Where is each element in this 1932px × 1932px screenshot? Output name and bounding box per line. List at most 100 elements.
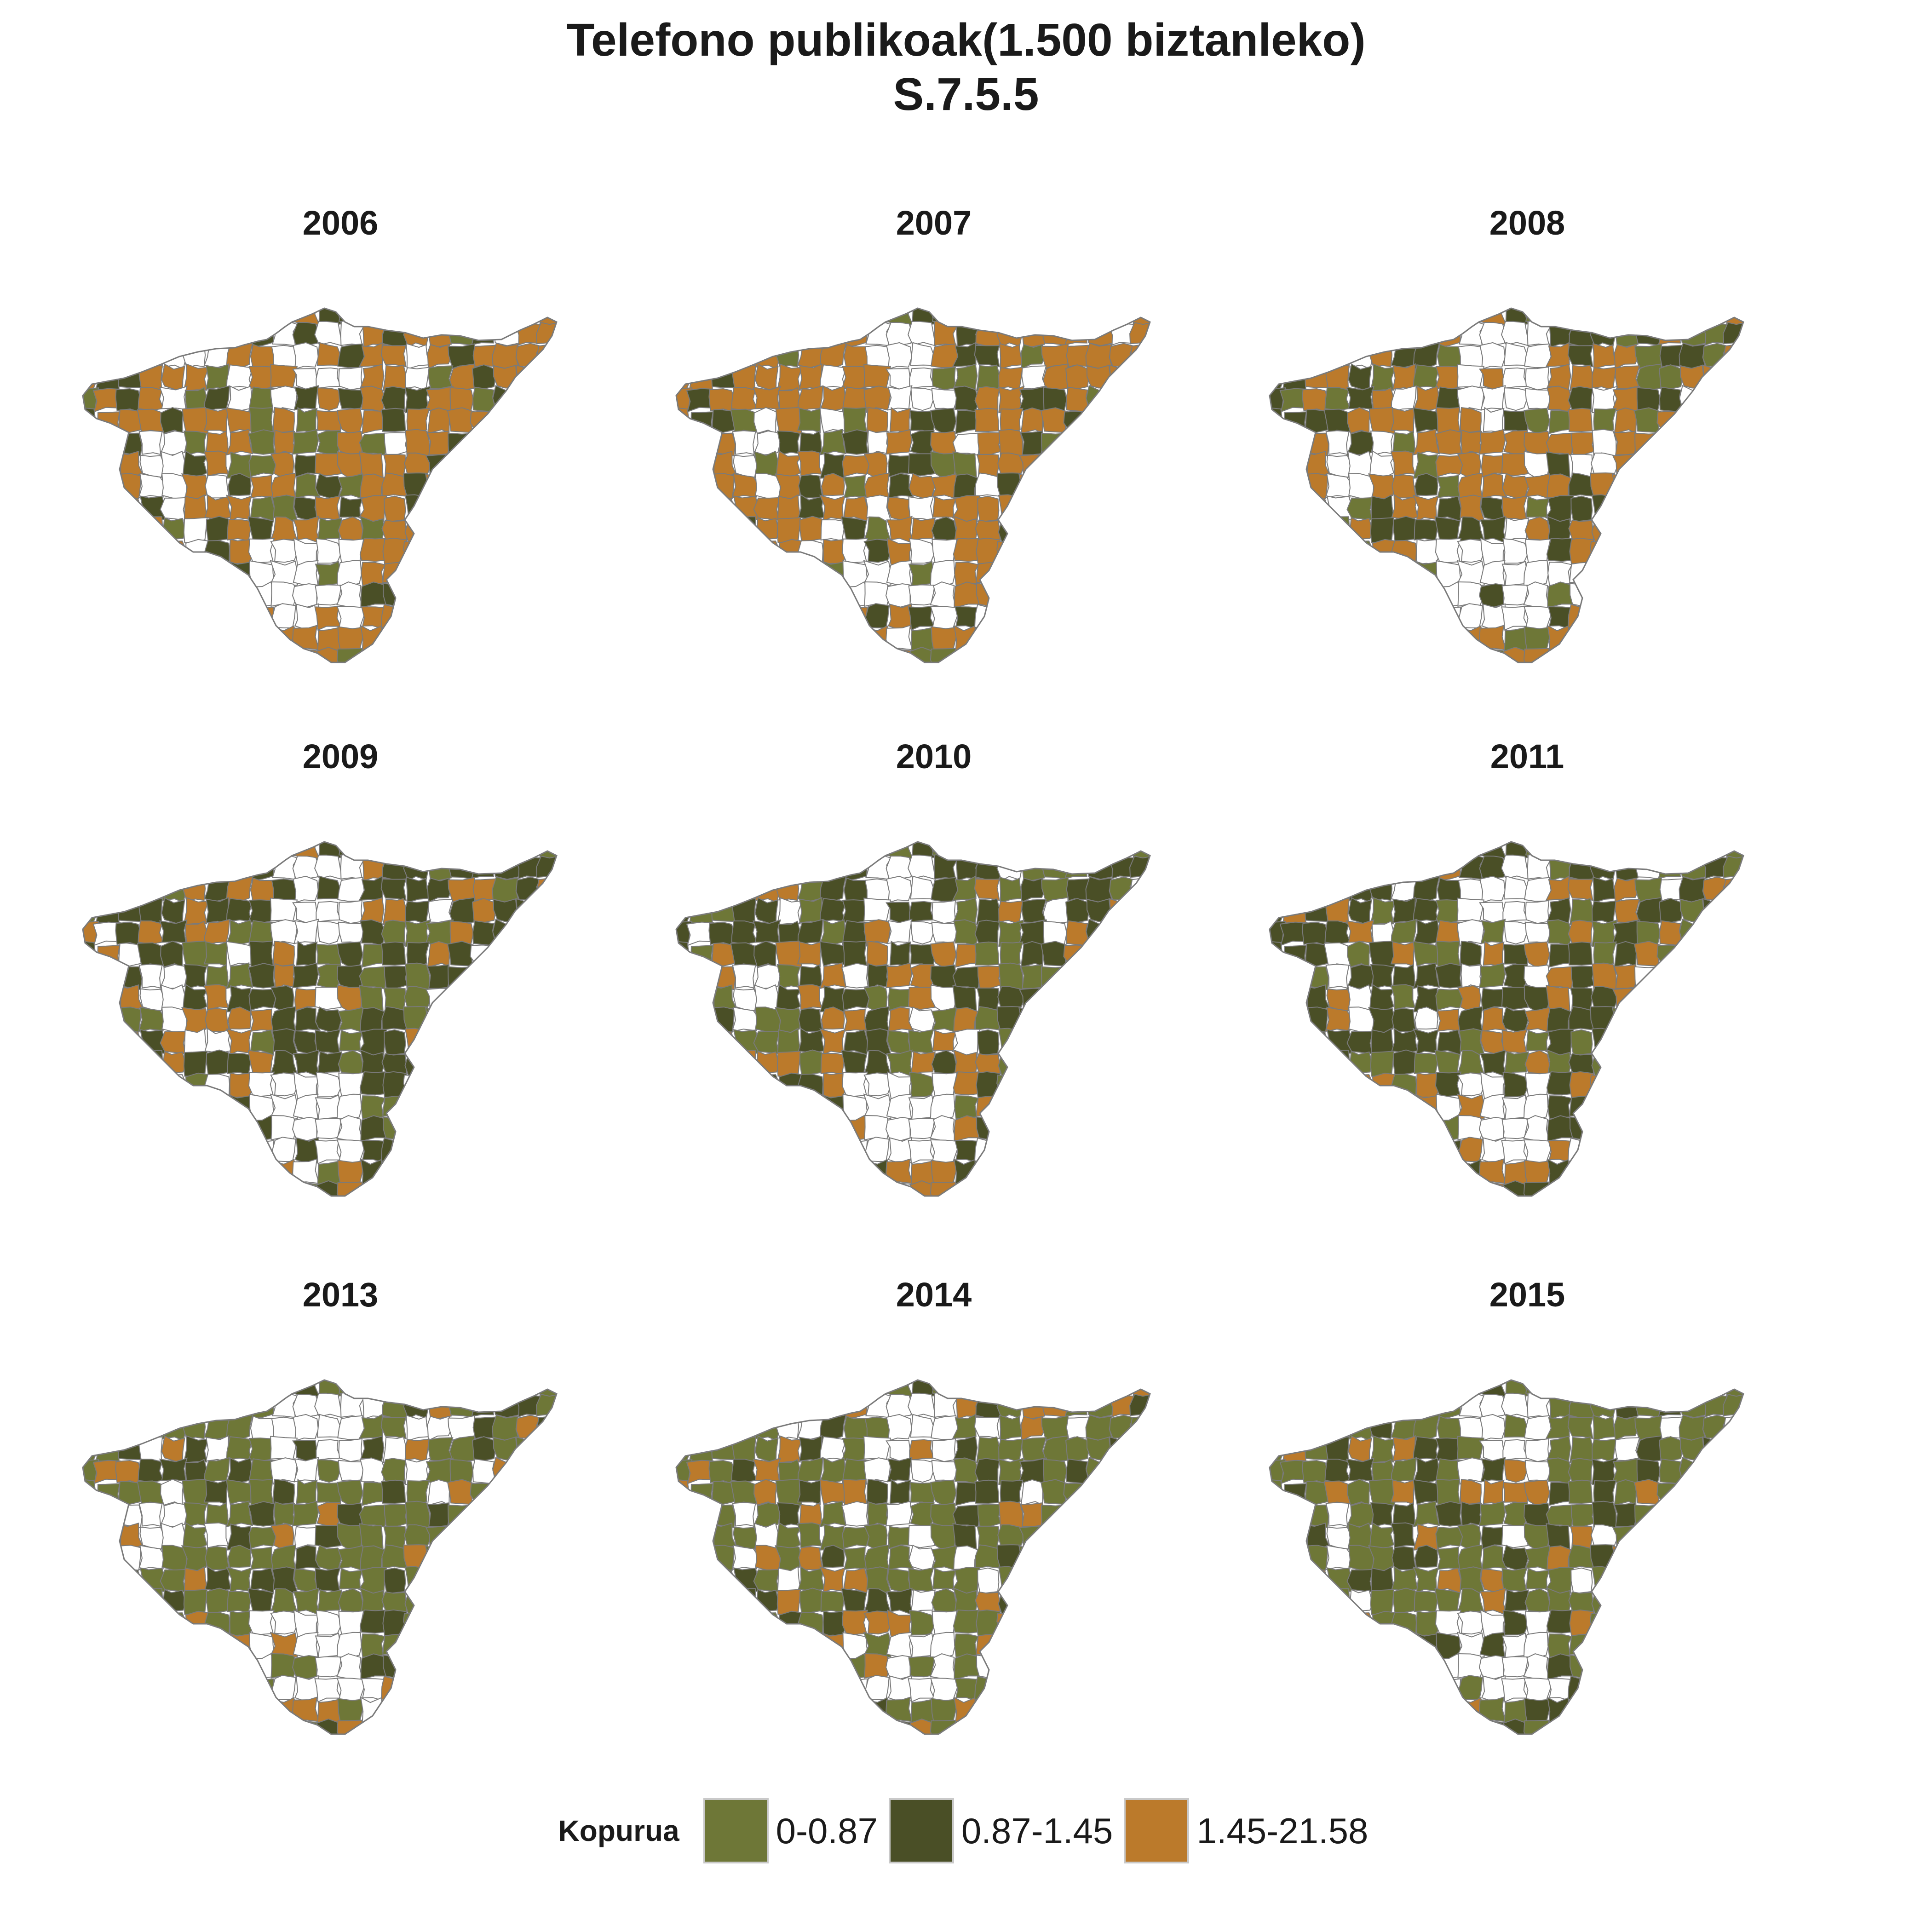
municipality-area — [249, 650, 276, 662]
municipality-area — [1131, 897, 1150, 925]
municipality-area — [953, 811, 979, 835]
municipality-area — [910, 1350, 936, 1373]
municipality-area — [83, 985, 97, 1012]
municipality-area — [1369, 450, 1396, 479]
municipality-area — [1130, 1700, 1150, 1722]
municipality-area — [1413, 364, 1440, 389]
municipality-area — [1412, 1501, 1440, 1528]
municipality-area — [776, 604, 802, 630]
municipality-area — [160, 259, 185, 282]
municipality-area — [888, 1545, 914, 1570]
municipality-area — [1368, 321, 1397, 348]
municipality-area — [997, 1094, 1024, 1119]
municipality-area — [908, 1329, 932, 1353]
municipality-area — [94, 1722, 121, 1734]
municipality-area — [730, 1393, 755, 1420]
municipality-area — [1282, 1380, 1307, 1398]
municipality-area — [1592, 962, 1617, 990]
municipality-area — [271, 308, 297, 323]
municipality-area — [1656, 649, 1680, 662]
municipality-area — [1724, 628, 1743, 650]
municipality-area — [1270, 842, 1284, 858]
municipality-area — [975, 258, 1001, 282]
municipality-area — [676, 1544, 690, 1572]
municipality-area — [1613, 258, 1639, 282]
municipality-area — [539, 1380, 557, 1397]
municipality-area — [886, 1501, 913, 1527]
municipality-area — [1593, 941, 1617, 968]
municipality-area — [776, 791, 802, 816]
municipality-area — [92, 430, 120, 454]
municipality-area — [865, 1329, 890, 1352]
municipality-area — [866, 1478, 888, 1506]
municipality-area — [753, 940, 777, 968]
municipality-area — [1414, 1349, 1439, 1374]
municipality-area — [910, 517, 936, 543]
municipality-area — [797, 1115, 825, 1142]
municipality-area — [137, 626, 166, 651]
municipality-area — [492, 494, 519, 521]
municipality-area — [676, 962, 691, 990]
municipality-area — [864, 472, 890, 499]
municipality-area — [1041, 1678, 1068, 1703]
municipality-area — [206, 1502, 229, 1526]
municipality-area — [1270, 429, 1284, 456]
municipality-area — [536, 1393, 557, 1420]
municipality-area — [206, 1137, 232, 1164]
municipality-area — [425, 1006, 453, 1033]
municipality-area — [676, 344, 689, 369]
municipality-area — [428, 854, 452, 881]
municipality-area — [1390, 1721, 1416, 1734]
municipality-area — [248, 1071, 275, 1097]
municipality-area — [339, 1029, 363, 1052]
municipality-area — [711, 812, 735, 837]
municipality-area — [469, 649, 494, 662]
map-panel-2014: 2014 — [667, 1274, 1201, 1780]
municipality-area — [1679, 1544, 1706, 1572]
municipality-area — [676, 1006, 690, 1034]
municipality-area — [336, 1653, 363, 1681]
municipality-area — [184, 1380, 208, 1397]
municipality-area — [1703, 1330, 1728, 1352]
municipality-area — [676, 1181, 693, 1196]
municipality-area — [1281, 1655, 1308, 1678]
municipality-area — [470, 605, 497, 631]
municipality-area — [820, 650, 848, 662]
municipality-area — [798, 1565, 825, 1592]
municipality-area — [708, 1631, 736, 1657]
municipality-area — [426, 791, 452, 815]
municipality-area — [425, 1588, 452, 1615]
municipality-area — [182, 1522, 209, 1551]
municipality-area — [841, 1161, 867, 1187]
municipality-area — [676, 365, 692, 390]
municipality-area — [930, 1677, 958, 1702]
choropleth-map — [82, 791, 558, 1197]
municipality-area — [1616, 1566, 1640, 1593]
municipality-area — [954, 258, 979, 281]
municipality-area — [1634, 539, 1662, 566]
municipality-area — [1346, 1502, 1374, 1528]
municipality-area — [316, 538, 342, 564]
municipality-area — [1304, 1610, 1330, 1635]
municipality-area — [1041, 308, 1069, 326]
municipality-area — [249, 258, 273, 278]
municipality-area — [472, 897, 496, 924]
municipality-area — [1591, 1718, 1619, 1734]
municipality-area — [226, 898, 253, 922]
municipality-area — [1109, 1524, 1135, 1550]
municipality-area — [137, 1159, 166, 1184]
municipality-area — [492, 1456, 520, 1485]
municipality-area — [1041, 649, 1067, 662]
municipality-area — [293, 1350, 319, 1374]
municipality-area — [1502, 1544, 1530, 1571]
municipality-area — [676, 1093, 692, 1121]
municipality-area — [676, 1699, 693, 1724]
municipality-area — [886, 1158, 913, 1184]
municipality-area — [403, 541, 429, 565]
municipality-area — [429, 494, 453, 521]
municipality-area — [1368, 647, 1397, 662]
municipality-area — [206, 430, 229, 454]
municipality-area — [1041, 1183, 1067, 1196]
municipality-area — [83, 1544, 97, 1572]
municipality-area — [161, 897, 185, 924]
